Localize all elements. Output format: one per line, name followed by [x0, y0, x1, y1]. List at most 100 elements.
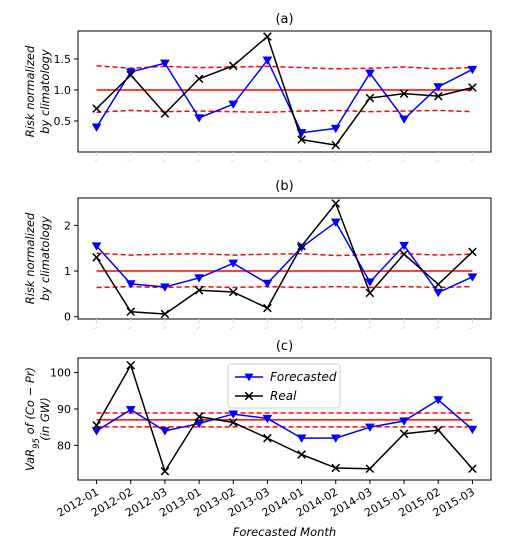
plot-frame [77, 357, 492, 481]
x-tick-hidden-mark [264, 326, 269, 330]
x-tick-hidden-mark [161, 326, 167, 330]
y-axis-label: Risk normalized [23, 45, 37, 137]
x-tick-hidden-mark [435, 159, 440, 163]
data-point-real [331, 199, 341, 208]
x-tick-hidden-mark [195, 326, 201, 330]
panel-a: (a) 0.5 1.0 1.5 Risk normalized by climatolog… [23, 12, 492, 163]
data-point-forecasted [364, 278, 375, 287]
series-line-forecasted [95, 59, 473, 134]
x-tick-hidden-mark [332, 159, 337, 163]
data-point-forecasted [433, 83, 444, 92]
data-point-forecasted [433, 288, 444, 298]
data-point-forecasted [91, 427, 102, 436]
data-point-forecasted [125, 406, 136, 415]
y-axis-label: by climatology [38, 216, 52, 301]
data-point-forecasted [159, 59, 170, 69]
data-point-real [228, 61, 238, 71]
data-point-real [228, 287, 238, 297]
data-point-forecasted [364, 69, 375, 78]
panel-title: (c) [276, 339, 293, 354]
y-axis-label: (in GW) [38, 397, 52, 440]
data-point-forecasted [228, 100, 239, 109]
series-line-real [95, 202, 473, 315]
data-point-real [194, 285, 204, 295]
y-tick-label: 0 [64, 311, 71, 324]
series-line-real [95, 364, 473, 473]
data-point-real [468, 83, 477, 92]
x-tick-hidden-mark [127, 326, 132, 330]
data-point-forecasted [194, 274, 205, 283]
panel-title: (a) [275, 12, 293, 27]
x-tick-hidden-mark [195, 159, 201, 163]
data-point-forecasted [467, 273, 478, 282]
reference-line-bound-1 [96, 252, 473, 257]
legend: Forecasted Real [227, 363, 341, 409]
data-point-real [263, 32, 272, 41]
panel-b: (b) 0 1 2 Risk normalized by climatology [23, 179, 492, 330]
y-tick-label: 100 [50, 367, 71, 380]
reference-line-bound-2 [96, 109, 473, 114]
data-point-real [399, 89, 409, 99]
data-point-forecasted [228, 410, 239, 419]
data-point-forecasted [399, 417, 410, 426]
data-point-real [126, 360, 136, 370]
data-point-forecasted [364, 423, 375, 432]
data-point-forecasted [125, 280, 136, 289]
data-point-forecasted [296, 434, 307, 443]
data-point-forecasted [399, 241, 410, 251]
data-point-real [331, 140, 341, 150]
x-tick-hidden-mark [469, 326, 474, 330]
data-point-real [263, 433, 272, 443]
data-point-real [433, 91, 443, 101]
data-point-real [297, 450, 306, 459]
data-point-real [160, 109, 170, 118]
data-point-forecasted [194, 114, 205, 123]
panel-c: (c)80901002012-012012-022012-032013-0120… [23, 339, 492, 539]
data-point-real [399, 429, 409, 439]
y-tick-label: 90 [57, 403, 71, 416]
x-tick-hidden-mark [435, 326, 440, 330]
y-tick-label: 80 [57, 439, 71, 452]
data-point-real [160, 466, 170, 476]
data-point-real [228, 418, 238, 427]
data-point-real [297, 135, 306, 144]
data-point-forecasted [159, 283, 170, 292]
x-tick-hidden-mark [366, 159, 372, 163]
data-point-forecasted [433, 396, 444, 405]
data-point-real [365, 288, 375, 298]
reference-line-bound-1 [96, 65, 473, 70]
x-tick-hidden-mark [230, 159, 235, 163]
series-line-real [96, 35, 473, 146]
data-point-real [92, 253, 101, 262]
x-tick-hidden-mark [230, 326, 235, 330]
data-point-real [92, 421, 101, 430]
data-point-real [160, 309, 170, 319]
series-line-forecasted [96, 221, 473, 294]
data-point-real [433, 425, 443, 435]
data-point-real [365, 464, 375, 474]
y-tick-label: 0.5 [54, 115, 72, 128]
x-tick-hidden-mark [93, 326, 98, 330]
x-tick-hidden-mark [400, 326, 406, 330]
x-tick-hidden-mark [298, 159, 303, 163]
x-tick-hidden-mark [298, 326, 303, 330]
y-axis-label: by climatology [38, 49, 52, 134]
x-tick-hidden-mark [332, 326, 337, 330]
data-point-forecasted [467, 65, 478, 75]
plot-frame [77, 197, 492, 320]
x-tick-hidden-mark [161, 159, 167, 163]
data-point-forecasted [330, 124, 341, 134]
data-point-real [194, 74, 204, 84]
y-axis-label: Risk normalized [23, 212, 37, 304]
y-axis-label: VaR95 of (Co − Pr) [23, 367, 42, 471]
y-tick-label: 1.0 [54, 84, 72, 97]
data-point-real [365, 93, 375, 103]
data-point-real [194, 412, 204, 421]
data-point-forecasted [330, 218, 341, 227]
data-point-real [468, 464, 477, 474]
data-point-real [433, 279, 443, 289]
legend-marker [244, 373, 254, 382]
x-axis-label: Forecasted Month [233, 525, 336, 539]
data-point-forecasted [262, 279, 273, 289]
data-point-forecasted [262, 414, 273, 424]
